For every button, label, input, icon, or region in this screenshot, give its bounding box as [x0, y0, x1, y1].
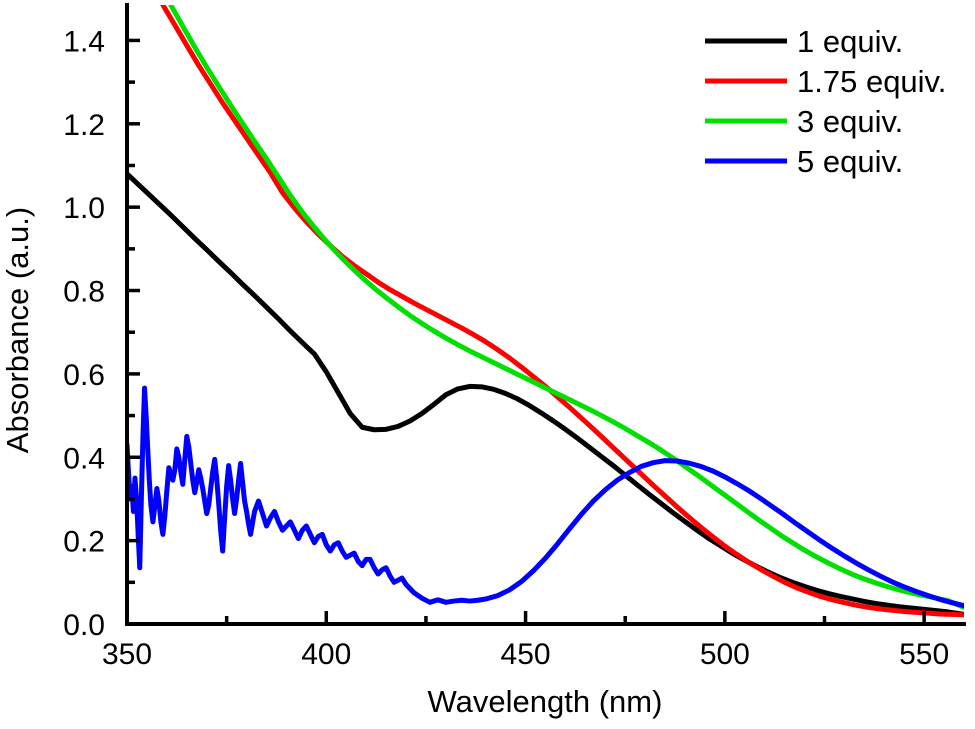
y-tick-label: 0.2 — [63, 526, 105, 559]
x-tick-label: 450 — [501, 638, 551, 671]
axis-layer — [125, 3, 966, 626]
x-tick-label: 350 — [102, 638, 152, 671]
y-tick-label: 0.0 — [63, 609, 105, 642]
x-axis-title: Wavelength (nm) — [428, 684, 663, 719]
y-tick-label: 0.4 — [63, 442, 105, 475]
legend-label: 1.75 equiv. — [797, 64, 946, 99]
y-tick-label: 0.8 — [63, 276, 105, 309]
y-axis-title: Absorbance (a.u.) — [0, 207, 35, 453]
series-line-4 — [127, 385, 964, 609]
y-tick-label: 1.2 — [63, 109, 105, 142]
series-line-1 — [127, 171, 964, 617]
x-tick-label: 400 — [301, 638, 351, 671]
chart-legend: 1 equiv. 1.75 equiv. 3 equiv. 5 equiv. — [705, 24, 946, 179]
series-line-2 — [160, 5, 964, 618]
legend-label: 1 equiv. — [797, 24, 903, 59]
y-tick-label: 1.4 — [63, 25, 105, 58]
y-tick-label: 1.0 — [63, 192, 105, 225]
legend-label: 5 equiv. — [797, 144, 903, 179]
x-tick-label: 550 — [899, 638, 949, 671]
series-line-3 — [168, 5, 964, 610]
legend-label: 3 equiv. — [797, 104, 903, 139]
series-layer — [127, 5, 964, 618]
y-tick-label: 0.6 — [63, 359, 105, 392]
x-tick-label: 500 — [700, 638, 750, 671]
tick-label-layer: 350 400 450 500 550 0.0 0.2 0.4 0.6 0.8 1.0 1.2 1.4 — [63, 25, 949, 671]
